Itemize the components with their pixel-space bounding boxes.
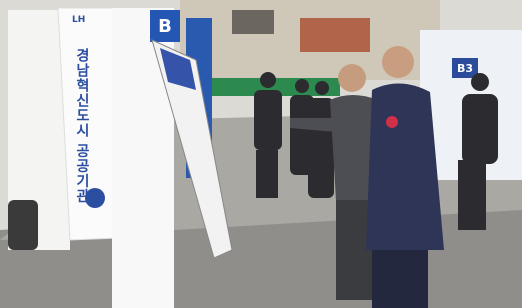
banner-top: LH: [72, 15, 85, 25]
window: [232, 10, 274, 34]
photo: B3 LH 경남혁신도시 공공기관 B: [0, 0, 522, 308]
logo: [85, 188, 105, 208]
banner-text: 경남혁신도시 공공기관: [74, 47, 90, 204]
booth-number: B3: [457, 62, 473, 75]
hall-letter: B: [158, 16, 172, 37]
scoreboard: [300, 18, 370, 52]
chair: [8, 200, 38, 250]
page: B3 LH 경남혁신도시 공공기관 B (() => { const data …: [0, 0, 522, 308]
